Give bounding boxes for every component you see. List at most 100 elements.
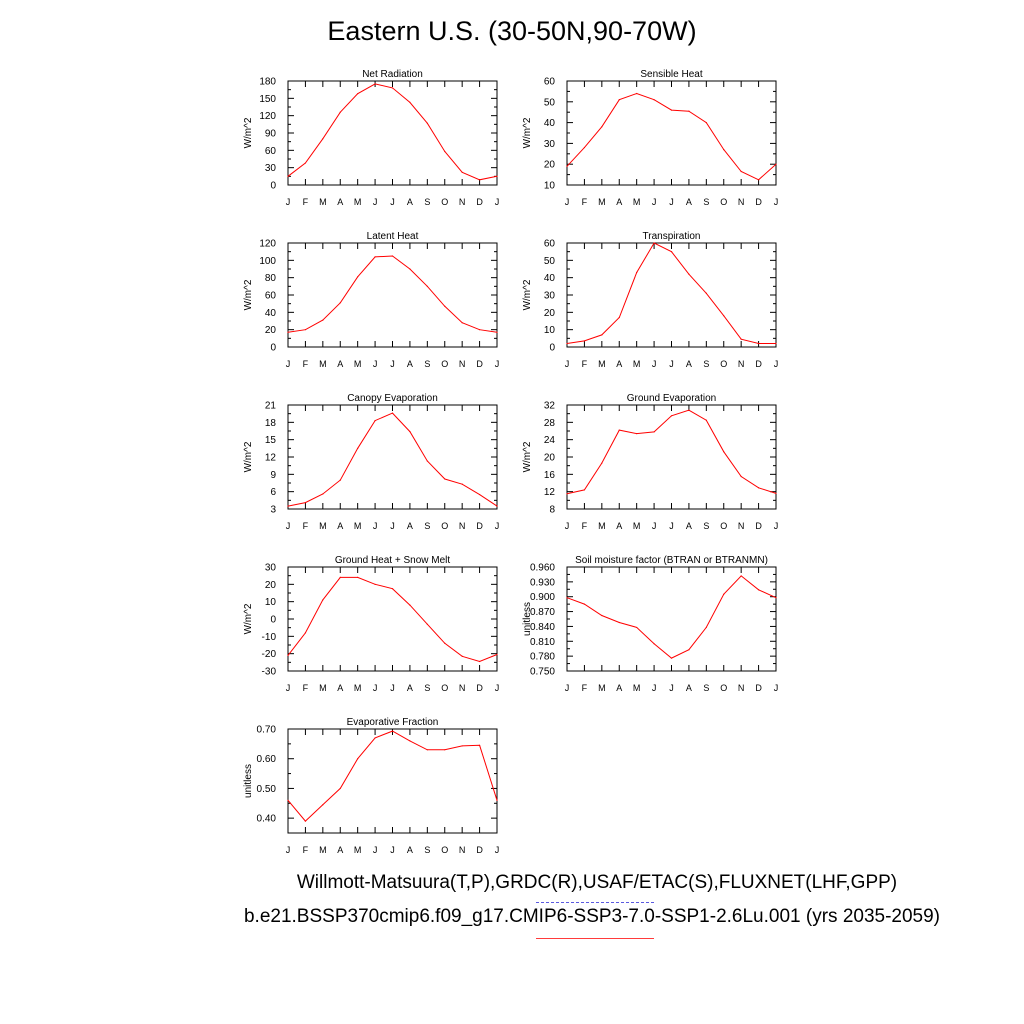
x-tick-label: J — [669, 359, 674, 369]
data-point — [339, 576, 341, 579]
y-axis-label: W/m^2 — [522, 441, 533, 472]
y-tick-label: 0.810 — [530, 637, 555, 648]
x-tick-label: J — [495, 521, 500, 531]
x-tick-label: O — [720, 683, 727, 693]
x-tick-label: M — [319, 521, 327, 531]
x-tick-label: F — [303, 521, 309, 531]
data-point — [409, 430, 411, 433]
x-tick-label: A — [686, 359, 692, 369]
y-tick-label: 12 — [544, 487, 556, 498]
x-tick-label: F — [303, 683, 309, 693]
x-tick-label: N — [738, 197, 745, 207]
data-point — [322, 599, 324, 601]
x-tick-label: J — [286, 521, 291, 531]
data-point — [461, 171, 463, 173]
data-point — [478, 329, 481, 331]
y-tick-label: 60 — [265, 291, 277, 302]
data-point — [287, 799, 289, 801]
data-point — [391, 588, 394, 590]
data-point — [496, 331, 498, 333]
data-point — [374, 583, 376, 585]
data-point — [757, 589, 760, 591]
data-point — [601, 614, 603, 617]
x-tick-label: A — [407, 845, 413, 855]
x-tick-label: S — [703, 683, 709, 693]
x-tick-label: F — [582, 359, 588, 369]
x-tick-label: A — [337, 521, 343, 531]
observations-caption: Willmott-Matsuura(T,P),GRDC(R),USAF/ETAC… — [296, 872, 898, 893]
data-point — [339, 111, 341, 113]
y-tick-label: 9 — [270, 470, 276, 481]
x-tick-label: M — [319, 683, 327, 693]
y-tick-label: 0.70 — [257, 725, 277, 736]
data-point — [357, 758, 359, 760]
y-tick-label: 15 — [265, 435, 277, 446]
model-series-line — [287, 83, 498, 181]
model-series-line — [287, 255, 498, 333]
data-point — [740, 575, 742, 577]
data-point — [444, 749, 446, 751]
x-tick-label: A — [686, 521, 692, 531]
x-tick-label: M — [354, 197, 362, 207]
x-tick-label: J — [495, 197, 500, 207]
data-point — [409, 740, 411, 742]
x-tick-label: M — [598, 683, 606, 693]
data-point — [705, 292, 707, 294]
x-tick-label: F — [582, 683, 588, 693]
plot-frame — [566, 404, 777, 510]
x-tick-label: J — [286, 359, 291, 369]
x-tick-label: D — [476, 683, 483, 693]
x-tick-label: J — [390, 521, 395, 531]
data-point — [496, 175, 498, 177]
x-tick-label: N — [459, 359, 466, 369]
x-tick-label: J — [390, 845, 395, 855]
data-point — [391, 87, 394, 89]
data-point — [566, 342, 568, 345]
y-tick-label: 0 — [549, 343, 555, 354]
data-point — [636, 271, 638, 274]
data-point — [757, 179, 760, 181]
data-point — [426, 460, 428, 462]
data-point — [723, 315, 725, 317]
data-point — [374, 256, 376, 258]
y-tick-label: 10 — [544, 325, 556, 336]
model-series-line — [287, 730, 498, 822]
model-series-line — [566, 409, 777, 495]
x-tick-label: M — [319, 845, 327, 855]
data-point — [304, 162, 307, 164]
x-tick-label: J — [373, 521, 378, 531]
x-tick-label: N — [738, 683, 745, 693]
y-tick-label: 28 — [544, 418, 556, 429]
x-tick-label: J — [495, 845, 500, 855]
y-tick-label: 40 — [544, 118, 556, 129]
x-tick-label: M — [354, 521, 362, 531]
panel-title: Ground Evaporation — [627, 393, 717, 404]
x-tick-label: S — [424, 521, 430, 531]
panel-title: Transpiration — [643, 231, 701, 242]
data-point — [339, 787, 341, 790]
data-point — [775, 492, 777, 494]
x-tick-label: N — [459, 197, 466, 207]
y-tick-label: 0.870 — [530, 607, 555, 618]
observations-legend-line — [536, 902, 654, 903]
data-point — [723, 451, 725, 453]
data-point — [775, 163, 777, 165]
x-tick-label: J — [669, 521, 674, 531]
y-tick-label: 3 — [270, 505, 276, 516]
x-tick-label: D — [476, 521, 483, 531]
x-tick-label: O — [441, 845, 448, 855]
plot-frame — [287, 566, 498, 672]
y-tick-label: 120 — [259, 239, 276, 250]
data-point — [618, 316, 620, 319]
data-point — [705, 419, 707, 421]
data-point — [374, 83, 376, 85]
data-point — [583, 489, 586, 491]
data-point — [287, 654, 289, 657]
y-tick-label: 50 — [544, 97, 556, 108]
x-tick-label: O — [441, 197, 448, 207]
x-tick-label: J — [390, 197, 395, 207]
